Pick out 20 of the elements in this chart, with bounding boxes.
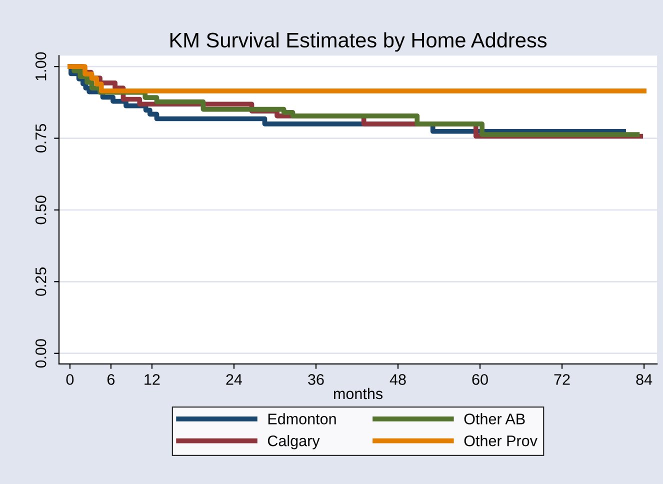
x-tick-label: 48 [390,374,406,385]
x-tick-label: 12 [144,374,160,385]
x-tick-label: 60 [472,374,488,385]
chart-title: KM Survival Estimates by Home Address [170,32,547,52]
y-tick-label: 0.25 [35,267,46,296]
y-tick-label: 1.00 [35,52,46,80]
y-tick-label: 0.50 [35,196,46,224]
x-tick-label: 0 [66,374,74,385]
legend-label: Other Prov [464,435,538,446]
x-tick-label: 84 [636,374,652,385]
legend-label: Calgary [268,435,320,450]
x-axis-title: months [334,388,383,400]
legend-label: Edmonton [268,413,336,424]
x-tick-label: 24 [226,374,242,385]
legend-label: Other AB [464,413,525,424]
y-tick-label: 0.00 [35,339,46,368]
x-tick-label: 6 [107,374,115,385]
y-tick-label: 0.75 [35,124,46,153]
x-tick-label: 36 [308,374,324,385]
x-tick-label: 72 [554,374,570,385]
